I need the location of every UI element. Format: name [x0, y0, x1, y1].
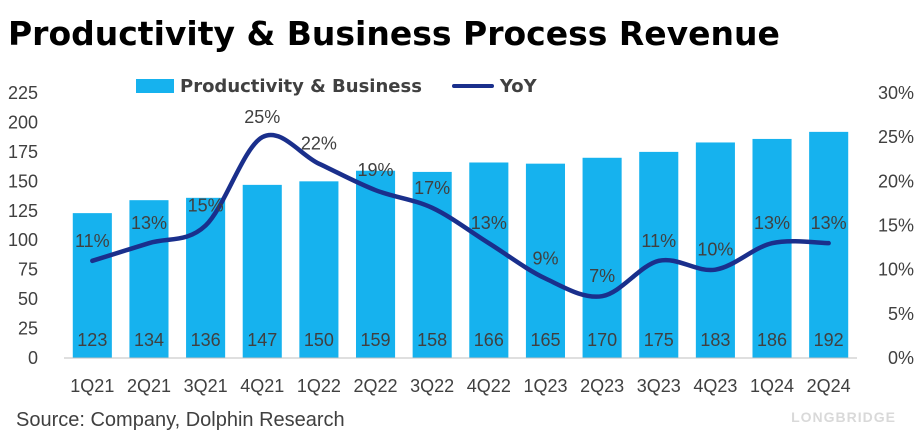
- bar-value-label: 186: [757, 330, 787, 350]
- yoy-label: 15%: [188, 196, 224, 216]
- yoy-label: 7%: [589, 266, 615, 286]
- x-tick-label: 1Q22: [297, 376, 341, 396]
- bar: [582, 157, 622, 358]
- legend-bar-label: Productivity & Business: [180, 75, 422, 97]
- bar: [695, 142, 735, 358]
- y-tick-label: 75: [18, 260, 38, 280]
- x-tick-label: 3Q23: [637, 376, 681, 396]
- x-tick-label: 2Q23: [580, 376, 624, 396]
- bar-value-label: 123: [77, 330, 107, 350]
- x-tick-label: 1Q21: [70, 376, 114, 396]
- y2-tick-label: 0%: [888, 348, 914, 368]
- y-tick-label: 200: [8, 112, 38, 132]
- y-tick-label: 125: [8, 201, 38, 221]
- legend: Productivity & Business YoY: [136, 74, 537, 98]
- yoy-label: 13%: [811, 213, 847, 233]
- y2-tick-label: 20%: [878, 171, 914, 191]
- y-tick-label: 0: [28, 348, 38, 368]
- yoy-label: 9%: [532, 249, 558, 269]
- x-tick-label: 2Q24: [807, 376, 851, 396]
- y2-tick-label: 5%: [888, 304, 914, 324]
- yoy-label: 13%: [754, 213, 790, 233]
- legend-line-label: YoY: [499, 75, 537, 97]
- x-tick-label: 3Q22: [410, 376, 454, 396]
- bar: [129, 200, 169, 358]
- bar-value-label: 147: [247, 330, 277, 350]
- y-tick-label: 50: [18, 289, 38, 309]
- yoy-label: 10%: [697, 240, 733, 260]
- x-tick-label: 2Q22: [354, 376, 398, 396]
- yoy-label: 25%: [244, 107, 280, 127]
- x-tick-label: 4Q22: [467, 376, 511, 396]
- bar: [525, 163, 566, 358]
- bar-value-label: 170: [587, 330, 617, 350]
- yoy-label: 17%: [414, 178, 450, 198]
- bar: [72, 213, 112, 358]
- bar: [242, 184, 282, 358]
- bar-value-label: 165: [530, 330, 560, 350]
- bar-value-label: 136: [191, 330, 221, 350]
- bar-value-label: 166: [474, 330, 504, 350]
- x-tick-label: 4Q23: [693, 376, 737, 396]
- x-tick-label: 1Q23: [523, 376, 567, 396]
- bar-value-label: 183: [700, 330, 730, 350]
- bar: [639, 151, 679, 358]
- y-tick-label: 175: [8, 142, 38, 162]
- yoy-label: 11%: [641, 231, 676, 251]
- x-tick-label: 4Q21: [240, 376, 284, 396]
- yoy-label: 22%: [301, 134, 337, 154]
- y-tick-label: 100: [8, 230, 38, 250]
- yoy-label: 13%: [471, 213, 507, 233]
- bar-value-label: 192: [814, 330, 844, 350]
- legend-line-swatch: [451, 84, 494, 88]
- y2-tick-label: 15%: [878, 216, 914, 236]
- y-tick-label: 25: [18, 319, 38, 339]
- x-tick-label: 1Q24: [750, 376, 794, 396]
- legend-bar-swatch: [136, 79, 174, 93]
- y2-tick-label: 25%: [878, 127, 914, 147]
- bar: [299, 181, 339, 358]
- watermark-brand: LONGBRIDGE: [791, 409, 896, 425]
- y-tick-label: 225: [8, 83, 38, 103]
- x-tick-label: 2Q21: [127, 376, 171, 396]
- y-tick-label: 150: [8, 171, 38, 191]
- bar-value-label: 150: [304, 330, 334, 350]
- source-note: Source: Company, Dolphin Research: [16, 409, 345, 431]
- bar-value-label: 175: [644, 330, 674, 350]
- yoy-line: [90, 132, 831, 299]
- y2-tick-label: 10%: [878, 260, 914, 280]
- y2-tick-label: 30%: [878, 83, 914, 103]
- chart-title: Productivity & Business Process Revenue: [8, 14, 780, 53]
- x-tick-label: 3Q21: [184, 376, 228, 396]
- bar-value-label: 159: [361, 330, 391, 350]
- yoy-label: 13%: [131, 213, 167, 233]
- yoy-label: 19%: [358, 160, 394, 180]
- bar-value-label: 158: [417, 330, 447, 350]
- bar: [355, 170, 396, 358]
- bar: [469, 162, 509, 358]
- bar-value-label: 134: [134, 330, 164, 350]
- yoy-label: 11%: [75, 231, 110, 251]
